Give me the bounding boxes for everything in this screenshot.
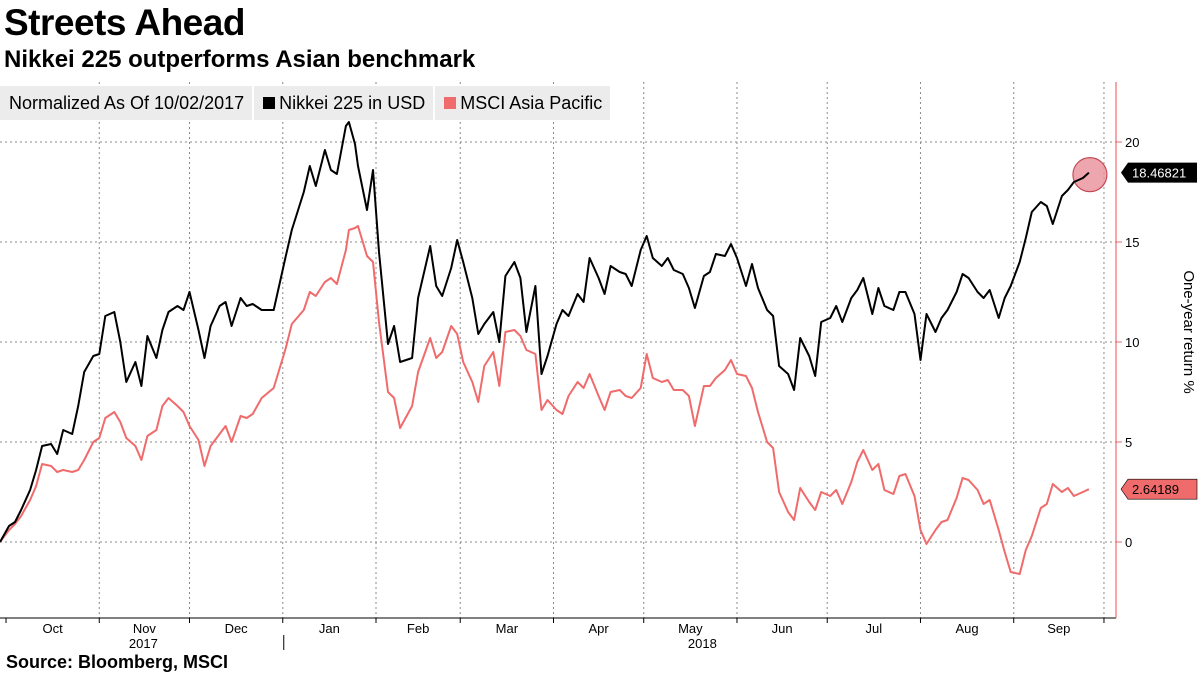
x-tick-label-jul: Jul — [866, 621, 883, 636]
legend-label-nikkei: Nikkei 225 in USD — [279, 92, 426, 113]
x-tick-label-may: May — [678, 621, 703, 636]
x-tick-label-apr: Apr — [588, 621, 609, 636]
x-axis: Oct Nov Dec Jan Feb Mar Apr May Jun Jul Aug Sep 2017… — [0, 617, 1116, 651]
x-tick-label-jan: Jan — [319, 621, 340, 636]
y-axis: 0 5 10 15 20 — [1115, 82, 1139, 618]
legend-normalized-text: Normalized As Of 10/02/2017 — [9, 92, 245, 113]
last-value-label-nikkei: 18.46821 — [1132, 166, 1186, 181]
y-tick-label-15: 15 — [1125, 235, 1139, 250]
y-tick-label-10: 10 — [1125, 335, 1139, 350]
series-lines — [0, 121, 1108, 575]
source-note: Source: Bloomberg, MSCI — [6, 652, 229, 672]
x-tick-label-oct: Oct — [43, 621, 64, 636]
gridlines — [0, 82, 1116, 618]
y-tick-label-5: 5 — [1125, 435, 1132, 450]
series-line-nikkei — [0, 121, 1090, 543]
last-value-tag-nikkei — [1121, 162, 1197, 183]
y-axis-label: One-year return % — [1180, 270, 1197, 393]
legend: Normalized As Of 10/02/2017 Nikkei 225 i… — [0, 86, 611, 120]
y-tick-label-20: 20 — [1125, 135, 1139, 150]
chart-subtitle: Nikkei 225 outperforms Asian benchmark — [4, 46, 476, 73]
last-value-label-msci: 2.64189 — [1132, 482, 1179, 497]
x-tick-label-dec: Dec — [225, 621, 249, 636]
x-tick-label-mar: Mar — [496, 621, 519, 636]
legend-normalized-note: Normalized As Of 10/02/2017 — [0, 86, 252, 120]
x-tick-label-sep: Sep — [1047, 621, 1070, 636]
last-value-tags: 18.46821 2.64189 — [1120, 162, 1198, 500]
highlight-circle — [1072, 157, 1108, 193]
x-tick-label-aug: Aug — [956, 621, 979, 636]
x-year-label-2018: 2018 — [688, 636, 717, 651]
chart-title: Streets Ahead — [4, 2, 245, 43]
legend-label-msci: MSCI Asia Pacific — [460, 92, 603, 113]
x-year-label-2017: 2017 — [129, 636, 158, 651]
legend-item-msci: MSCI Asia Pacific — [433, 86, 610, 120]
legend-item-nikkei: Nikkei 225 in USD — [252, 86, 433, 120]
y-tick-label-0: 0 — [1125, 535, 1132, 550]
last-value-tag-msci — [1120, 478, 1198, 500]
series-line-msci — [0, 225, 1090, 575]
legend-swatch-nikkei — [263, 97, 276, 109]
x-tick-label-feb: Feb — [407, 621, 429, 636]
legend-swatch-msci — [444, 97, 457, 109]
x-tick-label-jun: Jun — [772, 621, 793, 636]
x-tick-label-nov: Nov — [133, 621, 157, 636]
